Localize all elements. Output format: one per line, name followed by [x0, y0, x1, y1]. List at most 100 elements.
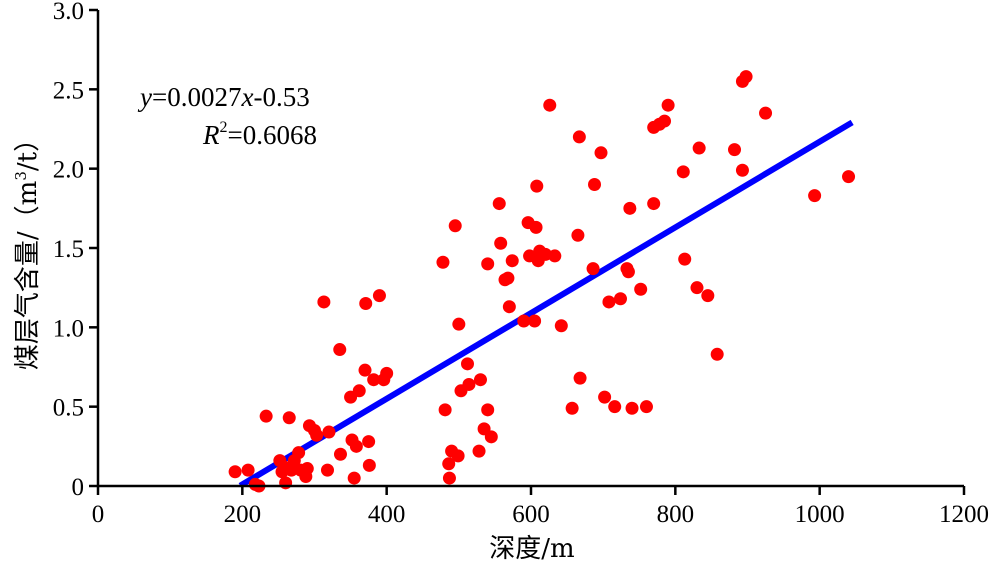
data-point [317, 295, 331, 309]
data-point [529, 220, 543, 234]
data-point [347, 471, 361, 485]
r-squared-sup: 2 [220, 119, 228, 136]
regression-equation: y=0.0027x-0.53 [137, 82, 310, 112]
data-point [333, 343, 347, 357]
data-point [472, 444, 486, 458]
data-point [438, 403, 452, 417]
data-point [571, 228, 585, 242]
data-point [505, 254, 519, 268]
y-tick-label: 2.0 [53, 157, 84, 184]
equation-y-var: y [137, 82, 152, 112]
data-point [228, 465, 242, 479]
data-point [279, 476, 293, 490]
data-point [658, 114, 672, 128]
data-point [676, 165, 690, 179]
data-point [502, 300, 516, 314]
y-ticks: 0 0.5 1.0 1.5 2.0 2.5 3.0 [53, 0, 98, 501]
data-point [492, 197, 506, 211]
x-ticks: 0 200 400 600 800 1000 1200 [92, 486, 989, 528]
data-point [367, 373, 381, 387]
x-tick-label: 600 [512, 501, 550, 528]
data-point [588, 178, 602, 192]
data-point [598, 390, 612, 404]
data-point [678, 252, 692, 266]
y-axis-title-sup: 3 [12, 171, 30, 181]
data-point [639, 400, 653, 414]
y-tick-label: 1.0 [53, 315, 84, 342]
data-point [634, 282, 648, 296]
data-point [728, 143, 742, 157]
data-point [452, 317, 466, 331]
data-point [608, 400, 622, 414]
y-axis-title-main: 煤层气含量/（m [13, 181, 43, 370]
data-point [759, 106, 773, 120]
data-point [594, 146, 608, 160]
data-point [372, 289, 386, 303]
data-point [352, 384, 366, 398]
data-point [565, 401, 579, 415]
data-point [625, 401, 639, 415]
x-tick-label: 200 [224, 501, 262, 528]
data-point [451, 449, 465, 463]
x-tick-label: 400 [368, 501, 406, 528]
data-point [517, 314, 531, 328]
y-tick-label: 0.5 [53, 395, 84, 422]
data-point [362, 458, 376, 472]
data-point [322, 425, 336, 439]
data-point [710, 347, 724, 361]
data-point [484, 430, 498, 444]
data-point [473, 373, 487, 387]
r-squared-var: R [202, 120, 220, 150]
data-point [573, 371, 587, 385]
fit-line-layer [238, 119, 854, 489]
data-point [572, 130, 586, 144]
data-point [735, 163, 749, 177]
data-point [259, 409, 273, 423]
y-axis-title-end: /t） [13, 126, 43, 171]
data-point [842, 170, 856, 184]
data-point [320, 463, 334, 477]
data-point [380, 366, 394, 380]
data-point [554, 319, 568, 333]
x-tick-label: 1000 [795, 501, 845, 528]
data-point [282, 411, 296, 425]
regression-line [238, 119, 854, 489]
equation-intercept: -0.53 [253, 82, 309, 112]
equation-coef: =0.0027 [152, 82, 241, 112]
data-point [613, 292, 627, 306]
data-point [300, 462, 314, 476]
data-point [462, 377, 476, 391]
data-point [543, 98, 557, 112]
y-tick-label: 2.5 [53, 77, 84, 104]
data-point [548, 249, 562, 263]
data-point [501, 271, 515, 285]
data-point [448, 219, 462, 233]
y-tick-label: 1.5 [53, 236, 84, 263]
data-point [586, 262, 600, 276]
r-squared-value: =0.6068 [228, 120, 317, 150]
data-point [739, 70, 753, 84]
x-tick-label: 0 [92, 501, 105, 528]
data-point [661, 98, 675, 112]
data-point [602, 295, 616, 309]
data-point [692, 141, 706, 155]
data-point [442, 471, 456, 485]
data-point [528, 314, 542, 328]
data-point [481, 403, 495, 417]
data-point [701, 289, 715, 303]
data-point [436, 255, 450, 269]
r-squared: R2=0.6068 [202, 119, 317, 150]
x-axis-title: 深度/m [489, 534, 574, 564]
data-point [621, 265, 635, 279]
y-axis-title: 煤层气含量/（m3/t） [12, 126, 43, 370]
data-point [530, 179, 544, 193]
data-point [623, 201, 637, 215]
y-tick-label: 0 [72, 474, 85, 501]
data-point [362, 435, 376, 449]
data-point [358, 363, 372, 377]
data-point [442, 457, 456, 471]
data-point [808, 189, 822, 203]
data-point [292, 446, 306, 460]
data-point [647, 197, 661, 211]
